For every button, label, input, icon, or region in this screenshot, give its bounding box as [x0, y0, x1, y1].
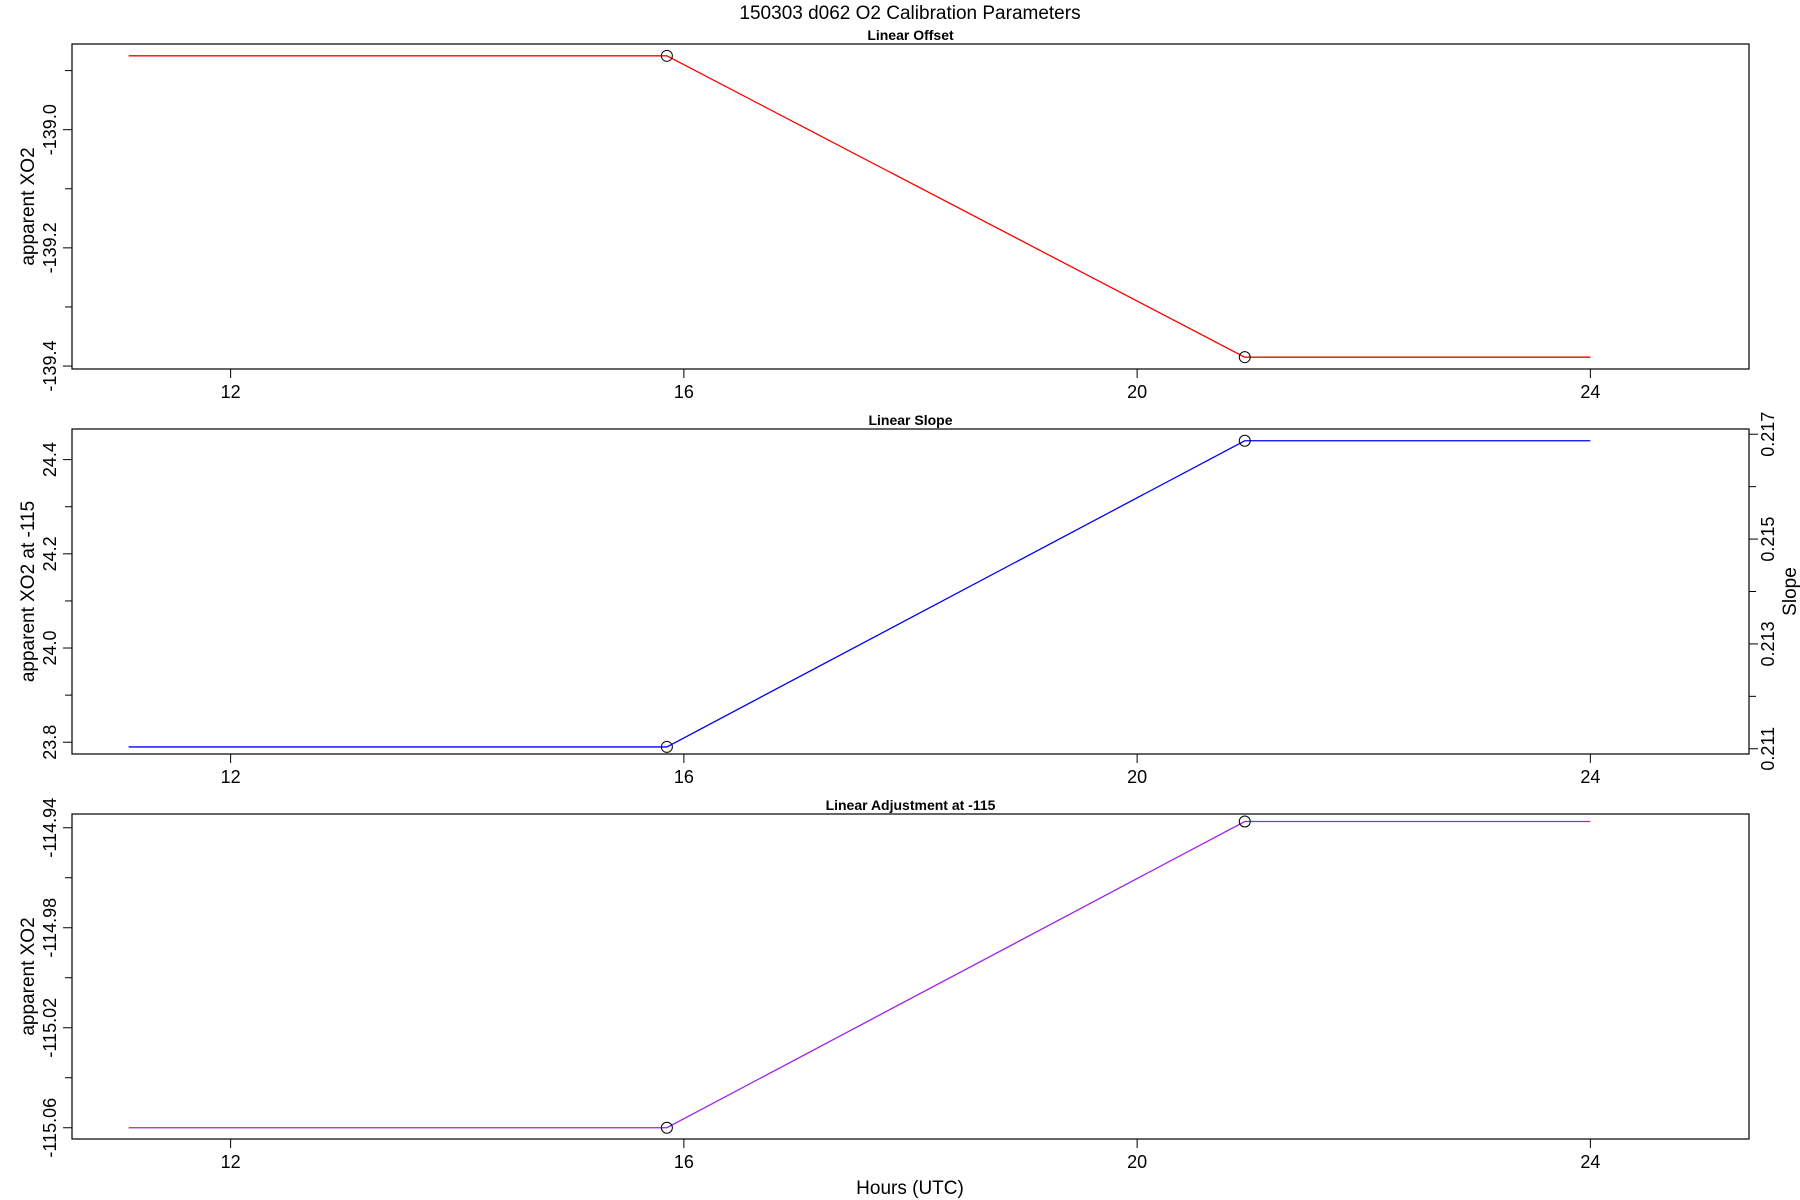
x-tick-label: 20	[1127, 767, 1147, 787]
panel-linear-offset: Linear Offset 12 16 20 24 -139.4 -139.2 -139.0a…	[18, 27, 1750, 402]
y-tick-label: -114.94	[40, 798, 60, 858]
x-tick-label: 16	[674, 382, 694, 402]
y-axis-title: apparent XO2	[18, 147, 39, 265]
y-axis-title: apparent XO2	[18, 917, 39, 1035]
y-tick-label: 23.8	[40, 725, 60, 760]
data-point	[660, 49, 673, 62]
plot-frame	[71, 43, 1750, 370]
right-y-tick-label: 0.211	[1758, 727, 1778, 771]
data-point	[660, 740, 673, 753]
plot-frame	[71, 813, 1750, 1140]
y-tick-label: -139.4	[40, 341, 60, 392]
y-tick-label: -139.2	[40, 222, 60, 273]
data-point	[1238, 351, 1251, 364]
panel-title: Linear Adjustment at -115	[826, 797, 996, 813]
x-tick-label: 12	[221, 1152, 241, 1172]
panel-title: Linear Slope	[868, 412, 952, 428]
right-y-tick-label: 0.217	[1758, 412, 1778, 457]
x-tick-label: 24	[1580, 1152, 1600, 1172]
x-tick-label: 20	[1127, 382, 1147, 402]
x-tick-label: 12	[221, 382, 241, 402]
right-y-tick-label: 0.215	[1758, 517, 1778, 562]
x-axis-title: Hours (UTC)	[856, 1178, 964, 1199]
panel-linear-slope: Linear Slope 12 16 20 24 23.8 24.0 24.2 24.4 appa…	[18, 412, 1800, 787]
x-tick-label: 24	[1580, 767, 1600, 787]
data-point	[1238, 434, 1251, 447]
figure-title: 150303 d062 O2 Calibration Parameters	[739, 3, 1080, 24]
y-tick-label: -115.02	[40, 998, 60, 1058]
panel-title: Linear Offset	[867, 27, 954, 43]
series-line	[128, 820, 1591, 1129]
series-line	[128, 440, 1591, 748]
y-tick-label: 24.4	[40, 442, 60, 477]
right-y-tick-label: 0.213	[1758, 621, 1778, 666]
data-point	[660, 1121, 673, 1134]
panel-linear-adjustment: Linear Adjustment at -115 12 16 20 24 -115.06…	[18, 797, 1750, 1172]
data-point	[1238, 815, 1251, 828]
y-axis-title: apparent XO2 at -115	[18, 501, 39, 682]
series-line	[128, 55, 1591, 358]
x-tick-label: 12	[221, 767, 241, 787]
y-tick-label: -139.0	[40, 104, 60, 155]
y-tick-label: -114.98	[40, 898, 60, 958]
y-tick-label: -115.06	[40, 1098, 60, 1158]
x-tick-label: 16	[674, 767, 694, 787]
y-tick-label: 24.0	[40, 630, 60, 665]
plot-frame	[71, 428, 1750, 755]
x-tick-label: 20	[1127, 1152, 1147, 1172]
right-y-axis-title: Slope	[1780, 567, 1800, 616]
y-tick-label: 24.2	[40, 536, 60, 571]
x-tick-label: 16	[674, 1152, 694, 1172]
x-tick-label: 24	[1580, 382, 1600, 402]
